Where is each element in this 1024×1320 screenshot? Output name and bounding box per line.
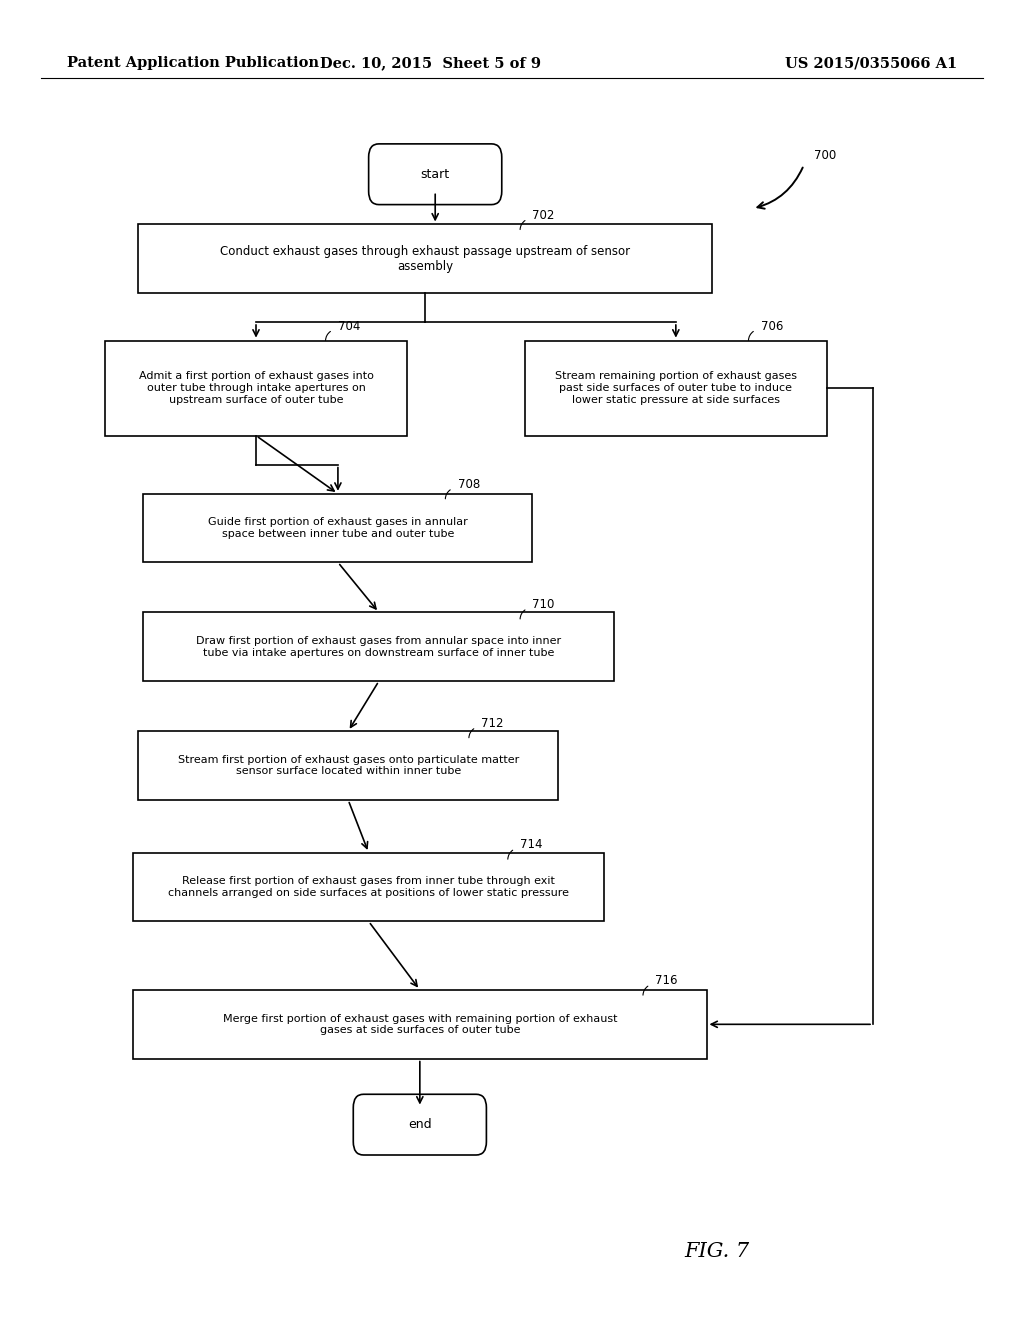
Text: 710: 710 xyxy=(532,598,555,611)
Bar xyxy=(133,853,604,921)
Text: Dec. 10, 2015  Sheet 5 of 9: Dec. 10, 2015 Sheet 5 of 9 xyxy=(319,57,541,70)
Text: 702: 702 xyxy=(532,209,555,222)
Bar xyxy=(525,341,827,436)
Text: FIG. 7: FIG. 7 xyxy=(684,1242,750,1261)
Text: Merge first portion of exhaust gases with remaining portion of exhaust
gases at : Merge first portion of exhaust gases wit… xyxy=(222,1014,617,1035)
Text: Conduct exhaust gases through exhaust passage upstream of sensor
assembly: Conduct exhaust gases through exhaust pa… xyxy=(220,244,630,273)
Bar xyxy=(138,731,558,800)
Text: Release first portion of exhaust gases from inner tube through exit
channels arr: Release first portion of exhaust gases f… xyxy=(168,876,569,898)
Text: Admit a first portion of exhaust gases into
outer tube through intake apertures : Admit a first portion of exhaust gases i… xyxy=(138,371,374,405)
FancyBboxPatch shape xyxy=(369,144,502,205)
Text: Guide first portion of exhaust gases in annular
space between inner tube and out: Guide first portion of exhaust gases in … xyxy=(208,517,468,539)
Text: 706: 706 xyxy=(761,319,783,333)
Bar xyxy=(133,990,707,1059)
Text: Stream first portion of exhaust gases onto particulate matter
sensor surface loc: Stream first portion of exhaust gases on… xyxy=(177,755,519,776)
Text: Patent Application Publication: Patent Application Publication xyxy=(67,57,318,70)
FancyBboxPatch shape xyxy=(353,1094,486,1155)
Text: 708: 708 xyxy=(458,478,480,491)
Text: Stream remaining portion of exhaust gases
past side surfaces of outer tube to in: Stream remaining portion of exhaust gase… xyxy=(555,371,797,405)
Text: 700: 700 xyxy=(814,149,837,162)
Text: end: end xyxy=(408,1118,432,1131)
Bar xyxy=(105,341,407,436)
Bar xyxy=(138,224,712,293)
Text: 714: 714 xyxy=(520,838,543,851)
Bar xyxy=(143,612,614,681)
Text: US 2015/0355066 A1: US 2015/0355066 A1 xyxy=(785,57,957,70)
Text: Draw first portion of exhaust gases from annular space into inner
tube via intak: Draw first portion of exhaust gases from… xyxy=(197,636,561,657)
Text: start: start xyxy=(421,168,450,181)
Bar xyxy=(143,494,532,562)
Text: 716: 716 xyxy=(655,974,678,987)
Text: 704: 704 xyxy=(338,319,360,333)
Text: 712: 712 xyxy=(481,717,504,730)
